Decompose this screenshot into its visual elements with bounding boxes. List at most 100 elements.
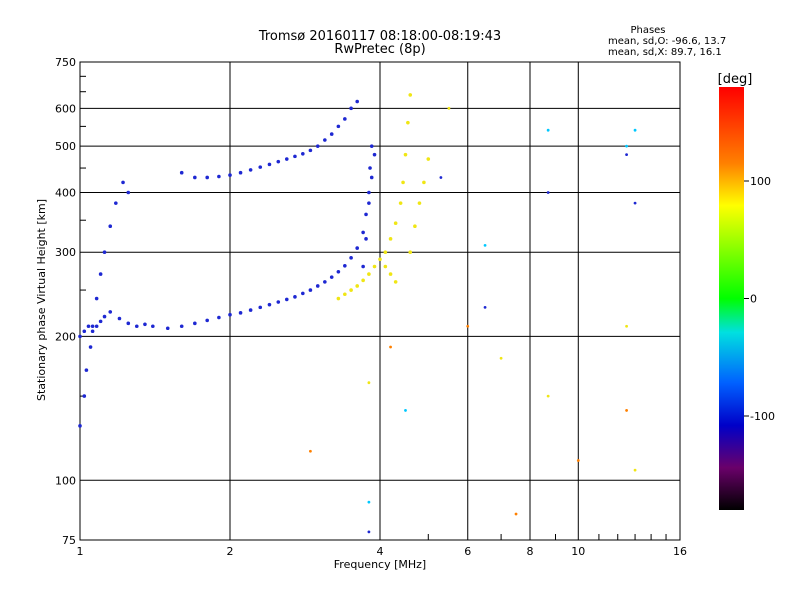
y-axis-label: Stationary phase Virtual Height [km] bbox=[35, 199, 48, 401]
colorbar-gradient bbox=[719, 87, 744, 510]
data-point-x bbox=[349, 288, 353, 292]
data-point-o bbox=[276, 159, 281, 164]
data-point-o bbox=[238, 170, 243, 175]
data-point-o bbox=[301, 291, 305, 296]
data-point-o bbox=[369, 144, 374, 148]
data-point-o bbox=[88, 345, 93, 349]
data-point-scattered bbox=[546, 128, 550, 132]
data-point-scattered bbox=[625, 409, 628, 412]
data-point-o bbox=[355, 99, 359, 104]
data-point-o bbox=[193, 321, 197, 326]
data-point-o bbox=[336, 269, 341, 274]
data-point-x bbox=[408, 93, 413, 97]
data-point-x bbox=[355, 284, 359, 288]
data-point-o bbox=[367, 190, 371, 195]
data-point-o bbox=[369, 175, 374, 180]
data-point-o bbox=[78, 334, 82, 339]
data-point-o bbox=[284, 297, 289, 302]
data-point-scattered bbox=[625, 324, 628, 328]
data-point-o bbox=[228, 173, 232, 177]
data-point-o bbox=[102, 250, 107, 255]
data-point-o bbox=[193, 175, 197, 180]
data-point-x bbox=[361, 278, 365, 283]
data-point-x bbox=[393, 221, 398, 226]
data-point-o bbox=[308, 288, 313, 292]
plot-area bbox=[78, 61, 681, 541]
colorbar-tick-label: 100 bbox=[750, 175, 771, 188]
colorbar-ticks: 100 0 -100 bbox=[744, 175, 775, 423]
data-points bbox=[78, 93, 637, 534]
y-tick-label: 500 bbox=[55, 140, 76, 153]
data-point-o bbox=[276, 300, 281, 304]
data-point-o bbox=[315, 284, 320, 288]
data-point-o bbox=[217, 315, 221, 320]
legend-heading: Phases bbox=[630, 25, 665, 36]
data-point-x bbox=[417, 201, 422, 205]
x-tick-label: 6 bbox=[464, 545, 471, 558]
data-point-scattered bbox=[389, 345, 392, 349]
data-point-o bbox=[82, 329, 87, 334]
data-point-x bbox=[367, 272, 371, 276]
data-point-x bbox=[378, 257, 382, 262]
chart-title: Tromsø 20160117 08:18:00-08:19:43 bbox=[258, 29, 501, 44]
data-point-x bbox=[388, 272, 393, 276]
data-point-o bbox=[258, 165, 263, 169]
data-point-o bbox=[343, 263, 347, 268]
data-point-o bbox=[329, 132, 334, 136]
data-point-scattered bbox=[499, 356, 503, 360]
data-point-o bbox=[238, 311, 243, 315]
data-point-o bbox=[293, 295, 297, 299]
colorbar: [deg] 100 0 -100 bbox=[718, 72, 775, 510]
data-point-o bbox=[293, 154, 297, 159]
data-point-x bbox=[343, 292, 347, 297]
data-point-o bbox=[323, 280, 327, 284]
data-point-o bbox=[121, 180, 125, 185]
y-ticks: 75 100 200 300 400 500 600 750 bbox=[55, 56, 76, 547]
data-point-o bbox=[108, 224, 113, 229]
data-point-o bbox=[343, 117, 347, 121]
data-point-o bbox=[90, 329, 95, 334]
data-point-x bbox=[383, 264, 388, 269]
data-point-o bbox=[165, 326, 170, 331]
data-point-o bbox=[90, 324, 95, 329]
data-point-o bbox=[349, 106, 353, 111]
data-point-o bbox=[336, 124, 341, 129]
data-point-x bbox=[388, 237, 393, 241]
data-point-o bbox=[108, 310, 113, 314]
data-point-o bbox=[323, 138, 327, 142]
data-point-o bbox=[367, 201, 371, 205]
data-point-o bbox=[179, 170, 184, 175]
data-point-o bbox=[361, 230, 365, 235]
data-point-scattered bbox=[447, 106, 451, 110]
data-point-o bbox=[248, 308, 253, 312]
x-tick-label: 4 bbox=[377, 545, 384, 558]
y-tick-label: 75 bbox=[62, 534, 76, 547]
data-point-x bbox=[406, 120, 410, 125]
data-point-o bbox=[205, 175, 209, 180]
data-point-o bbox=[267, 162, 272, 167]
data-point-o bbox=[228, 312, 232, 317]
data-point-o bbox=[117, 316, 122, 321]
data-point-o bbox=[82, 394, 87, 398]
data-point-scattered bbox=[367, 530, 371, 534]
colorbar-tick-label: 0 bbox=[750, 293, 757, 306]
legend-x-line: mean, sd,X: 89.7, 16.1 bbox=[608, 47, 722, 58]
data-point-o bbox=[349, 256, 353, 260]
data-point-o bbox=[372, 152, 377, 157]
colorbar-tick-label: -100 bbox=[750, 410, 775, 423]
data-point-o bbox=[98, 319, 103, 324]
legend-o-line: mean, sd,O: -96.6, 13.7 bbox=[608, 36, 726, 47]
colorbar-label: [deg] bbox=[718, 72, 753, 87]
data-point-scattered bbox=[367, 500, 371, 504]
data-point-o bbox=[315, 144, 320, 148]
grid-lines bbox=[80, 62, 680, 540]
x-tick-label: 1 bbox=[77, 545, 84, 558]
data-point-o bbox=[248, 168, 253, 172]
data-point-o bbox=[361, 264, 365, 269]
data-point-scattered bbox=[309, 449, 312, 453]
data-point-x bbox=[401, 180, 405, 185]
y-tick-label: 600 bbox=[55, 102, 76, 115]
y-tick-label: 300 bbox=[55, 246, 76, 259]
data-point-o bbox=[94, 324, 99, 329]
data-point-o bbox=[98, 272, 103, 276]
